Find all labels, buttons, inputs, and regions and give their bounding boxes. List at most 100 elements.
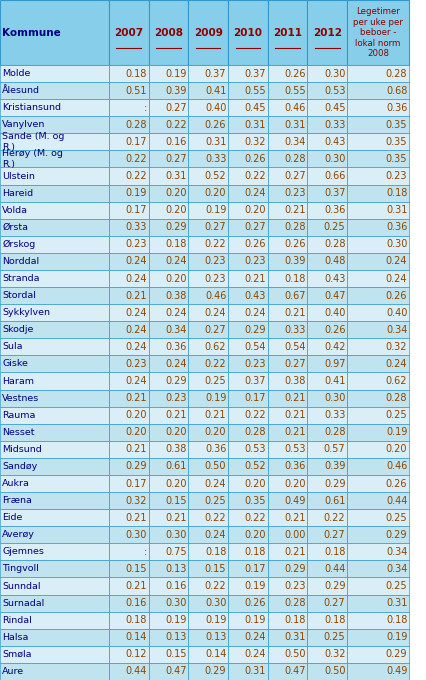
Text: 0.28: 0.28 [284,598,305,608]
Text: 0.16: 0.16 [125,598,147,608]
Text: 0.22: 0.22 [204,239,226,250]
Bar [346,543,408,560]
Bar [267,663,307,680]
Bar [227,82,267,99]
Text: 0.33: 0.33 [204,154,226,164]
Text: 0.36: 0.36 [323,205,345,215]
Text: 0.28: 0.28 [125,120,147,130]
Text: 0.27: 0.27 [283,171,305,181]
Bar [148,65,188,82]
Bar [188,612,227,629]
Text: Sunndal: Sunndal [2,581,40,590]
Text: 0.97: 0.97 [323,359,345,369]
Bar [346,253,408,270]
Bar [307,594,346,612]
Text: 0.17: 0.17 [125,205,147,215]
Text: 0.20: 0.20 [204,188,226,198]
Text: 0.39: 0.39 [284,256,305,267]
Text: 0.30: 0.30 [323,393,345,403]
Text: 0.16: 0.16 [165,137,186,147]
Bar [307,492,346,509]
Bar [148,492,188,509]
Text: 0.21: 0.21 [284,427,305,437]
Bar [346,612,408,629]
Text: 0.50: 0.50 [204,462,226,471]
Bar [188,407,227,424]
Text: 2010: 2010 [233,28,262,37]
Bar [109,133,148,150]
Text: 0.14: 0.14 [125,632,147,643]
Text: 0.19: 0.19 [385,632,406,643]
Text: 0.17: 0.17 [125,479,147,488]
Text: 0.29: 0.29 [323,581,345,591]
Text: 0.25: 0.25 [385,513,406,523]
Bar [188,373,227,390]
Text: 0.19: 0.19 [244,615,265,625]
Bar [188,1,227,65]
Bar [307,646,346,663]
Bar [148,116,188,133]
Text: 0.29: 0.29 [244,325,265,335]
Bar [346,424,408,441]
Bar [0,184,109,202]
Text: 0.24: 0.24 [125,273,147,284]
Bar [267,526,307,543]
Bar [346,492,408,509]
Bar [227,560,267,577]
Bar [148,424,188,441]
Bar [188,594,227,612]
Text: 0.29: 0.29 [125,462,147,471]
Text: 0.47: 0.47 [284,666,305,677]
Text: 0.18: 0.18 [204,547,226,557]
Text: Legetimer
per uke per
beboer -
lokal norm
2008: Legetimer per uke per beboer - lokal nor… [352,7,402,58]
Text: 0.67: 0.67 [284,290,305,301]
Text: Stordal: Stordal [2,291,36,300]
Bar [346,594,408,612]
Text: 0.51: 0.51 [125,86,147,96]
Text: 0.26: 0.26 [284,239,305,250]
Bar [188,236,227,253]
Bar [0,167,109,184]
Bar [307,577,346,594]
Text: 0.42: 0.42 [323,342,345,352]
Text: 0.46: 0.46 [204,290,226,301]
Text: 0.30: 0.30 [385,239,406,250]
Bar [188,304,227,321]
Bar [188,270,227,287]
Bar [346,1,408,65]
Bar [346,184,408,202]
Text: 0.21: 0.21 [204,410,226,420]
Bar [307,133,346,150]
Text: 0.37: 0.37 [244,376,265,386]
Text: 0.35: 0.35 [385,154,406,164]
Bar [148,253,188,270]
Bar [307,407,346,424]
Text: 0.33: 0.33 [323,120,345,130]
Text: 0.30: 0.30 [204,598,226,608]
Bar [227,594,267,612]
Text: 0.39: 0.39 [165,86,186,96]
Text: 0.23: 0.23 [204,273,226,284]
Bar [267,509,307,526]
Bar [0,65,109,82]
Bar [109,99,148,116]
Bar [188,560,227,577]
Bar [148,373,188,390]
Text: 0.14: 0.14 [204,649,226,660]
Bar [346,509,408,526]
Bar [0,339,109,356]
Text: 0.25: 0.25 [204,376,226,386]
Bar [307,304,346,321]
Bar [0,629,109,646]
Text: Vanylven: Vanylven [2,120,46,129]
Text: 0.24: 0.24 [165,359,186,369]
Bar [0,356,109,373]
Bar [346,475,408,492]
Bar [109,612,148,629]
Text: 0.23: 0.23 [284,188,305,198]
Text: 0.22: 0.22 [244,410,265,420]
Text: 0.23: 0.23 [125,359,147,369]
Text: 0.21: 0.21 [284,410,305,420]
Bar [148,184,188,202]
Text: Norddal: Norddal [2,257,39,266]
